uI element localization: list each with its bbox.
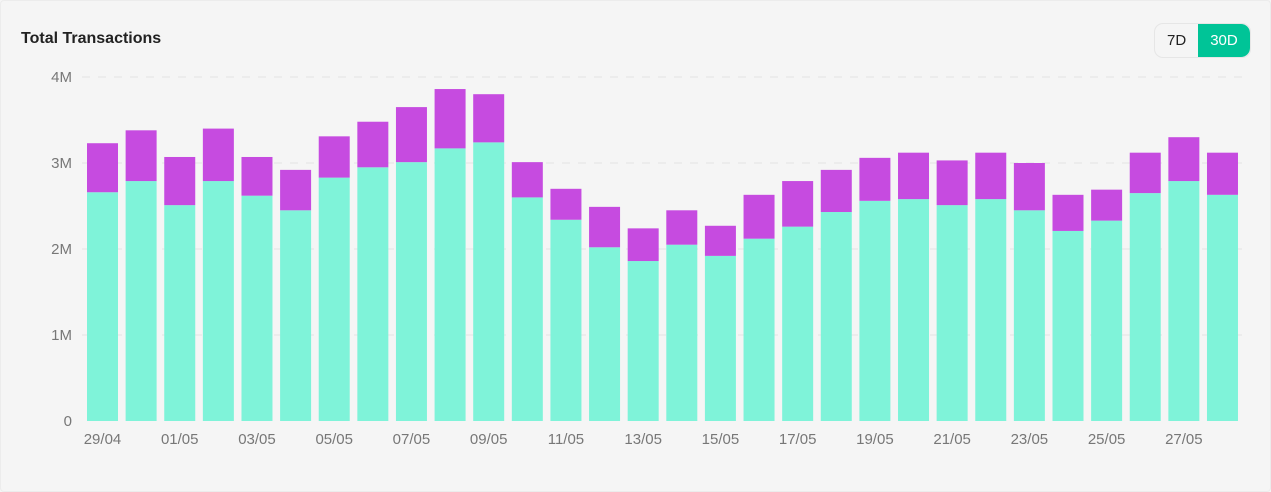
bar-base-02/05 (202, 181, 234, 421)
bar-base-11/05 (550, 219, 582, 421)
bar-base-01/05 (164, 205, 196, 421)
range-toggle: 7D 30D (1154, 23, 1251, 58)
bar-top-17/05 (782, 181, 814, 227)
bar-base-23/05 (1013, 210, 1045, 421)
bar-base-07/05 (395, 162, 427, 421)
bar-top-14/05 (666, 210, 698, 245)
bar-base-16/05 (743, 238, 775, 421)
x-tick-label: 05/05 (315, 431, 353, 448)
bar-top-02/05 (202, 128, 234, 182)
y-tick-label: 3M (51, 155, 72, 172)
bar-base-20/05 (898, 199, 930, 421)
bar-top-20/05 (898, 152, 930, 200)
bar-base-06/05 (357, 167, 389, 421)
bar-top-01/05 (164, 156, 196, 206)
bar-base-21/05 (936, 205, 968, 421)
bar-base-26/05 (1129, 193, 1161, 421)
bar-base-30/04 (125, 181, 157, 421)
bar-top-19/05 (859, 157, 891, 201)
bar-top-12/05 (589, 206, 621, 248)
bar-base-15/05 (704, 255, 736, 421)
bar-top-03/05 (241, 156, 273, 196)
bar-top-25/05 (1091, 189, 1123, 221)
x-tick-label: 11/05 (548, 431, 584, 448)
bar-base-18/05 (820, 212, 852, 421)
y-tick-label: 0 (64, 413, 72, 430)
bar-top-26/05 (1129, 152, 1161, 194)
bar-base-22/05 (975, 199, 1007, 421)
bar-base-12/05 (589, 247, 621, 421)
y-tick-label: 2M (51, 241, 72, 258)
x-tick-label: 23/05 (1011, 431, 1049, 448)
x-tick-label: 15/05 (702, 431, 740, 448)
x-tick-label: 19/05 (856, 431, 894, 448)
bar-top-09/05 (473, 94, 505, 143)
bar-base-08/05 (434, 148, 466, 421)
y-tick-label: 4M (51, 69, 72, 86)
bar-top-30/04 (125, 130, 157, 182)
x-tick-label: 27/05 (1165, 431, 1203, 448)
bar-base-03/05 (241, 195, 273, 421)
x-tick-label: 09/05 (470, 431, 508, 448)
bar-base-04/05 (280, 210, 312, 421)
bar-base-24/05 (1052, 230, 1084, 421)
bar-top-24/05 (1052, 194, 1084, 231)
x-tick-label: 17/05 (779, 431, 817, 448)
bar-top-16/05 (743, 194, 775, 239)
bar-top-23/05 (1013, 163, 1045, 211)
bar-top-18/05 (820, 169, 852, 213)
x-tick-label: 25/05 (1088, 431, 1126, 448)
x-tick-label: 01/05 (161, 431, 199, 448)
bar-top-07/05 (395, 107, 427, 163)
bar-top-10/05 (511, 162, 543, 198)
bar-base-10/05 (511, 197, 543, 421)
x-tick-label: 07/05 (393, 431, 431, 448)
y-tick-label: 1M (51, 327, 72, 344)
bar-top-22/05 (975, 152, 1007, 200)
x-tick-label: 03/05 (238, 431, 276, 448)
bar-top-28/05 (1206, 152, 1238, 195)
bar-top-08/05 (434, 89, 466, 149)
bar-top-04/05 (280, 169, 312, 211)
range-7d-button[interactable]: 7D (1167, 32, 1187, 49)
bar-top-06/05 (357, 121, 389, 168)
bar-top-27/05 (1168, 137, 1200, 182)
bar-base-13/05 (627, 261, 659, 421)
bar-base-27/05 (1168, 181, 1200, 421)
bar-base-28/05 (1206, 194, 1238, 421)
bar-base-25/05 (1091, 220, 1123, 421)
bar-top-13/05 (627, 228, 659, 262)
x-tick-label: 13/05 (624, 431, 662, 448)
bar-base-14/05 (666, 244, 698, 421)
bar-top-11/05 (550, 188, 582, 220)
x-tick-label: 21/05 (933, 431, 971, 448)
bar-base-17/05 (782, 226, 814, 421)
x-tick-label: 29/04 (84, 431, 122, 448)
bar-base-09/05 (473, 142, 505, 422)
range-30d-button[interactable]: 30D (1198, 24, 1250, 57)
bar-top-29/04 (87, 143, 118, 193)
bar-top-05/05 (318, 136, 350, 178)
chart-title: Total Transactions (21, 30, 162, 47)
bar-base-19/05 (859, 200, 891, 421)
bar-top-21/05 (936, 160, 968, 206)
bar-base-05/05 (318, 177, 350, 421)
bar-base-29/04 (87, 192, 118, 421)
bar-top-15/05 (704, 225, 736, 256)
